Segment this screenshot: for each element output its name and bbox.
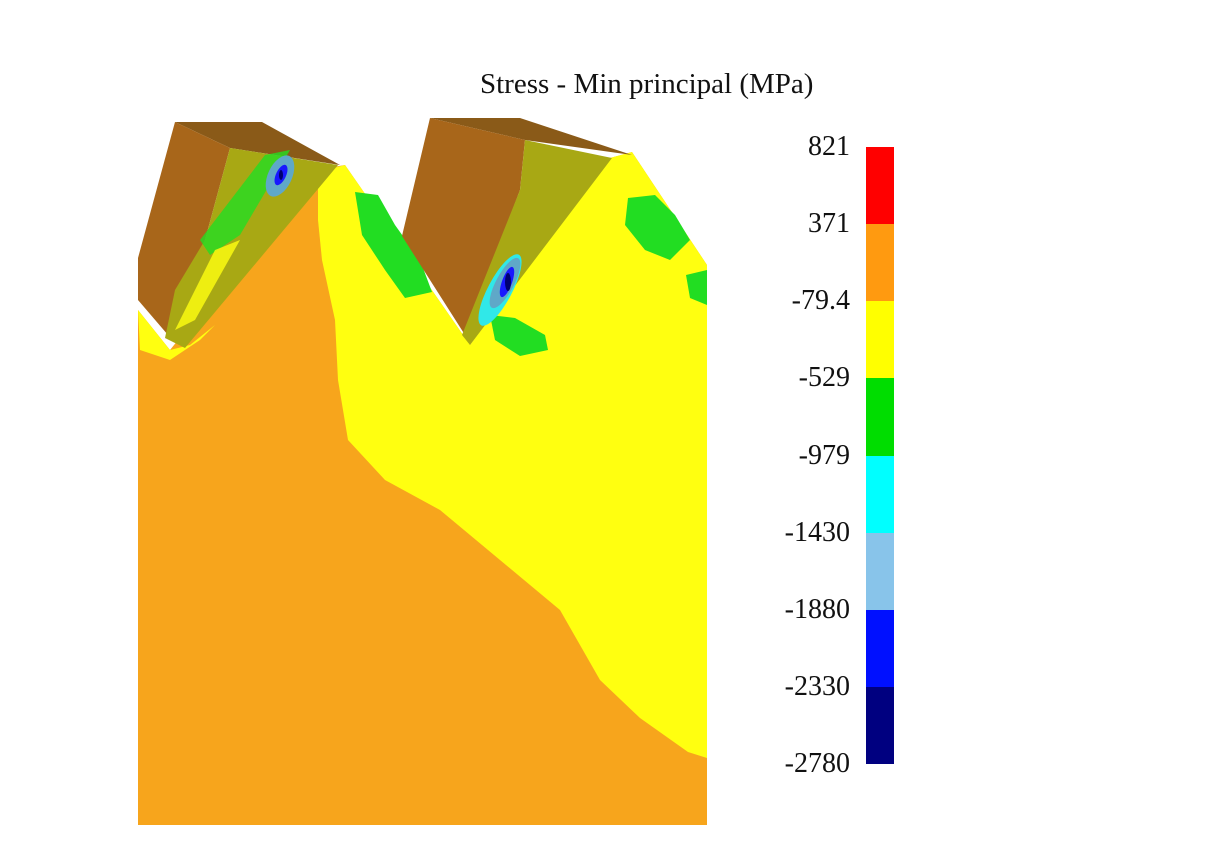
yellow-patch-left bbox=[138, 310, 215, 360]
workpiece-yellow-region bbox=[318, 152, 707, 758]
color-bar-segment bbox=[866, 301, 894, 379]
green-patch-3 bbox=[686, 270, 707, 305]
color-bar-tick-label: -529 bbox=[798, 362, 850, 394]
color-bar-segment bbox=[866, 147, 894, 225]
color-bar-segment bbox=[866, 455, 894, 533]
color-bar-tick-label: -1430 bbox=[784, 516, 850, 548]
color-bar-segment bbox=[866, 378, 894, 456]
legend-title: Stress - Min principal (MPa) bbox=[480, 68, 814, 100]
color-bar-segment bbox=[866, 532, 894, 610]
green-patch-1 bbox=[355, 192, 432, 298]
right-hotspot-navy bbox=[505, 273, 511, 291]
color-bar-tick-label: -1880 bbox=[784, 593, 850, 625]
right-cutter-front-face bbox=[402, 118, 525, 335]
left-cutter-yellow-strip bbox=[175, 240, 240, 330]
color-bar-segment bbox=[866, 686, 894, 764]
color-bar-tick-label: -2780 bbox=[784, 748, 850, 779]
color-bar-tick-label: 371 bbox=[808, 208, 850, 240]
green-patch-4 bbox=[490, 315, 548, 356]
color-bar bbox=[866, 147, 894, 764]
color-bar-tick-label: -79.4 bbox=[791, 285, 850, 317]
color-bar-tick-label: -2330 bbox=[784, 670, 850, 702]
green-patch-2 bbox=[625, 195, 690, 260]
right-cutter-top-face bbox=[430, 118, 632, 155]
color-bar-segment bbox=[866, 609, 894, 687]
color-bar-tick-label: -979 bbox=[798, 439, 850, 471]
color-bar-tick-label: 821 bbox=[808, 131, 850, 162]
color-bar-segment bbox=[866, 224, 894, 302]
left-cutter-top-face bbox=[175, 122, 340, 165]
left-cutter-front-face bbox=[138, 122, 230, 335]
left-cutter-rake-face bbox=[165, 148, 338, 348]
left-hotspot-navy bbox=[279, 170, 283, 180]
